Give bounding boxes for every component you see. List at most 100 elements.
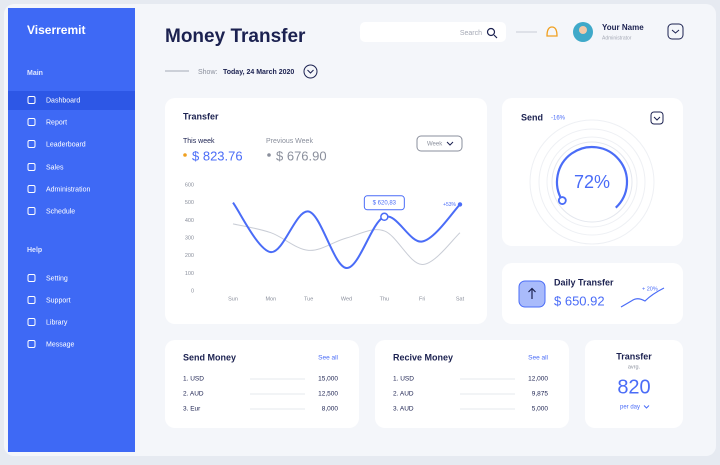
card-title: Transfer [183,111,219,121]
menu-icon [27,118,36,126]
avatar [579,26,587,34]
gauge-label: 72% [574,172,610,192]
row-value: 5,000 [532,406,549,413]
y-tick-label: 0 [191,288,194,294]
previous-week-value: $ 676.90 [276,148,327,163]
arrow [528,287,536,299]
row-label: 2. AUD [393,391,414,398]
card-title: Transfer [616,351,652,361]
y-tick-label: 200 [185,253,194,259]
menu-icon [27,163,36,171]
series-line [232,223,461,266]
see-all[interactable]: See all [318,355,338,362]
tooltip [363,195,405,211]
active-item [8,91,135,110]
ring [551,141,633,223]
this-week-value: $ 823.76 [192,148,243,163]
gauge-knob [557,196,567,205]
dot [267,153,271,157]
user-name: Your Name [602,23,644,32]
row-value: 15,000 [318,376,338,383]
line-chart: 0 100 200 300 400 500 600 Sun Mon Tue Wed Thu Fri Sat… [185,182,465,302]
row-label: 3. Eur [183,406,201,413]
daily-card [502,263,683,324]
x-tick-label: Wed [341,296,352,302]
user-role: Administrator [602,35,632,41]
menu-item[interactable]: Library [46,319,68,326]
chevron [653,116,661,121]
card-title: Daily Transfer [554,277,614,287]
list-card [375,340,569,428]
y-tick-label: 300 [185,235,194,241]
card-title: Recive Money [393,352,453,362]
y-tick-label: 500 [185,200,194,206]
menu-item[interactable]: Leaderboard [46,141,86,148]
menu-item[interactable]: Sales [46,164,64,171]
sidebar [8,8,135,452]
dropdown[interactable] [650,111,664,125]
change: + 20% [642,286,658,292]
y-tick-label: 400 [185,218,194,224]
brand: Viserremit [27,23,85,37]
search-box[interactable] [360,22,506,42]
transfer-card [165,98,487,324]
label: Previous Week [266,138,313,145]
lists: Send Money See all 1. USD 15,000 2. AUD 12,50… [165,340,569,428]
chevron [446,141,454,146]
show-label: Show: [198,69,218,76]
menu-icon [27,96,36,104]
search-icon [486,27,496,37]
page-title: Money Transfer [165,26,306,47]
menu-item[interactable]: Message [46,341,75,348]
row-value: 8,000 [322,406,339,413]
search-placeholder: Search [460,30,482,37]
menu-icon [27,318,36,326]
sparkline [620,287,665,308]
date: Today, 24 March 2020 [223,69,294,76]
x-tick-label: Tue [304,296,313,302]
gauge [555,145,629,209]
menu-icon [27,340,36,348]
x-tick-label: Sat [456,296,465,302]
x-tick-label: Fri [419,296,425,302]
x-tick-label: Mon [265,296,276,302]
x-tick-label: Thu [380,296,389,302]
see-all[interactable]: See all [528,355,548,362]
row-label: 3. AUD [393,406,414,413]
ring [529,119,655,245]
y-tick-label: 600 [185,182,194,188]
chevron [671,29,680,34]
menu-item[interactable]: Dashboard [46,97,80,104]
menu-icon [27,140,36,148]
section-title: Help [27,247,42,254]
highlight-point [380,212,389,222]
menu-item[interactable]: Report [46,119,67,126]
row-value: 12,500 [318,391,338,398]
menu-item[interactable]: Administration [46,186,90,193]
transfer-avg-card [585,340,683,428]
menu-item[interactable]: Setting [46,275,68,282]
row-label: 2. AUD [183,391,204,398]
row-label: 1. USD [183,376,204,383]
avg-value: 820 [617,376,650,398]
period: Week [427,142,443,148]
menu-item[interactable]: Schedule [46,208,75,215]
row-value: 12,000 [528,376,548,383]
period: per day [620,405,640,411]
end-point [457,202,463,207]
menu-item[interactable]: Support [46,297,71,304]
menu-icon [27,296,36,304]
gauge-arc [555,145,629,209]
ring [546,136,638,228]
period-dropdown[interactable] [416,135,463,152]
row-label: 1. USD [393,376,414,383]
series-line [232,202,461,270]
chevron [307,69,314,74]
user-dropdown[interactable] [667,23,684,40]
tooltip-text: $ 620,83 [373,200,397,206]
bell-icon[interactable] [546,26,558,37]
date-dropdown[interactable] [303,64,318,79]
subtitle: avrg. [628,364,641,370]
change: -16% [551,116,566,122]
